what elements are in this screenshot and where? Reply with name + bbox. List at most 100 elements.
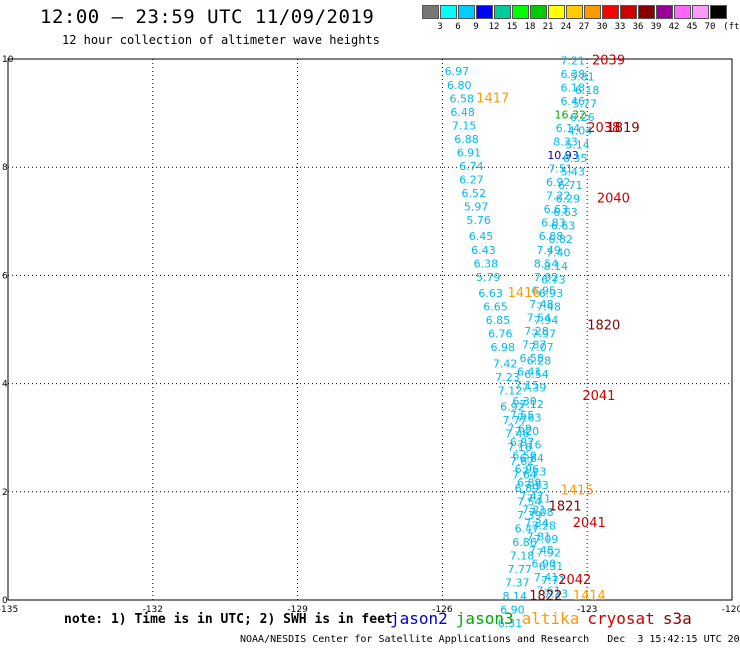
data-point-label: 6.83 (541, 217, 566, 230)
data-point-label: 7.07 (529, 341, 554, 354)
data-point-label: 16.32 (555, 109, 587, 122)
scale-label: 33 (614, 22, 626, 32)
data-point-label: 7.12 (519, 398, 544, 411)
data-point-label: 6.93 (539, 287, 564, 300)
data-point-label: 6.97 (510, 436, 535, 449)
data-point-label: 7.48 (529, 298, 554, 311)
legend-jason2: jason2 (390, 609, 448, 628)
data-point-label: 6.98 (490, 341, 515, 354)
data-point-label: 5.76 (466, 214, 491, 227)
track-time-label: 1822 (529, 589, 562, 604)
track-time-label: 2041 (573, 516, 606, 531)
data-point-label: 6.27 (459, 173, 484, 186)
data-point-label: 7.28 (524, 325, 549, 338)
x-tick-label: -120 (722, 605, 740, 615)
scale-swatch (530, 5, 547, 19)
page-title: 12:00 — 23:59 UTC 11/09/2019 (40, 6, 375, 28)
scale-swatch (602, 5, 619, 19)
data-point-label: 7.16 (517, 439, 542, 452)
data-point-label: 6.91 (457, 146, 482, 159)
data-point-label: 7.39 (517, 509, 542, 522)
data-point-label: 5.81 (570, 71, 595, 84)
data-point-label: 7.15 (452, 119, 477, 132)
data-point-label: 6.92 (500, 401, 525, 414)
data-point-label: 8.14 (503, 590, 528, 603)
data-point-label: 5.77 (573, 98, 598, 111)
data-point-label: 7.51 (548, 163, 573, 176)
data-point-label: 5.14 (565, 138, 590, 151)
legend-s3a: s3a (662, 609, 692, 628)
track-time-label: 1417 (476, 91, 509, 106)
scale-swatch (710, 5, 727, 19)
data-point-label: 8.54 (534, 257, 559, 270)
data-point-label: 10.93 (547, 149, 579, 162)
scale-label: 15 (506, 22, 518, 32)
scale-label: 18 (524, 22, 536, 32)
data-point-label: 6.31 (539, 560, 564, 573)
scale-label: 30 (596, 22, 608, 32)
scale-swatch (638, 5, 655, 19)
scale-label: 6 (455, 22, 461, 32)
data-point-label: 6.73 (541, 274, 566, 287)
data-point-label: 7.08 (529, 506, 554, 519)
data-point-label: 7.09 (534, 533, 559, 546)
data-point-label: 7.92 (536, 547, 561, 560)
data-point-label: 7.22 (546, 190, 571, 203)
data-point-label: 6.96 (515, 463, 540, 476)
x-tick-label: -135 (0, 605, 18, 615)
track-time-label: 1819 (607, 121, 640, 136)
data-point-label: 7.47 (519, 490, 544, 503)
data-point-label: 6.52 (462, 187, 487, 200)
scale-swatch (476, 5, 493, 19)
data-point-label: 6.46 (560, 95, 585, 108)
track-time-label: 1821 (549, 500, 582, 515)
data-point-label: 8.33 (553, 136, 578, 149)
data-point-label: 7.41 (534, 571, 559, 584)
data-point-label: 7.42 (493, 357, 518, 370)
data-point-label: 7.48 (529, 544, 554, 557)
data-point-label: 6.65 (483, 301, 508, 314)
data-point-label: 6.63 (478, 287, 503, 300)
y-tick-label: 2 (2, 488, 8, 498)
data-point-label: 7.97 (532, 328, 557, 341)
data-point-label: 7.69 (507, 422, 532, 435)
data-point-label: 6.30 (512, 395, 537, 408)
data-point-label: 7.39 (522, 382, 547, 395)
data-point-label: 6.97 (445, 65, 470, 78)
data-point-label: 7.81 (527, 530, 552, 543)
data-point-label: 8.14 (544, 260, 569, 273)
page-subtitle: 12 hour collection of altimeter wave hei… (62, 33, 380, 47)
data-point-label: 6.58 (449, 92, 474, 105)
footer-credit: NOAA/NESDIS Center for Satellite Applica… (240, 634, 740, 645)
track-time-label: 2041 (582, 389, 615, 404)
data-point-label: 6.95 (532, 284, 557, 297)
data-point-label: 7.55 (510, 409, 535, 422)
data-point-label: 7.18 (510, 549, 535, 562)
data-point-label: 5.43 (560, 165, 585, 178)
data-point-label: 6.63 (544, 203, 569, 216)
data-point-label: 6.48 (450, 106, 475, 119)
data-point-label: 6.90 (532, 558, 557, 571)
scale-label: 70 (704, 22, 716, 32)
data-point-label: 7.11 (527, 493, 552, 506)
data-point-label: 6.74 (459, 160, 484, 173)
track-time-label: 2038 (587, 121, 620, 136)
scale-swatch (548, 5, 565, 19)
data-point-label: 6.89 (517, 476, 542, 489)
track-time-label: 1416 (508, 286, 541, 301)
data-point-label: 6.58 (519, 352, 544, 365)
data-point-label: 6.38 (474, 257, 499, 270)
scale-label: 12 (488, 22, 500, 32)
data-point-label: 7.64 (512, 468, 537, 481)
data-point-label: 7.77 (507, 563, 532, 576)
data-point-label: 6.43 (471, 244, 496, 257)
data-point-label: 7.54 (517, 495, 542, 508)
data-point-label: 7.94 (534, 314, 559, 327)
scale-label: 24 (560, 22, 572, 32)
scale-swatch (692, 5, 709, 19)
data-point-label: 6.76 (488, 328, 513, 341)
y-tick-label: 0 (2, 596, 8, 606)
data-point-label: 4.04 (568, 125, 593, 138)
data-point-label: 7.15 (515, 379, 540, 392)
